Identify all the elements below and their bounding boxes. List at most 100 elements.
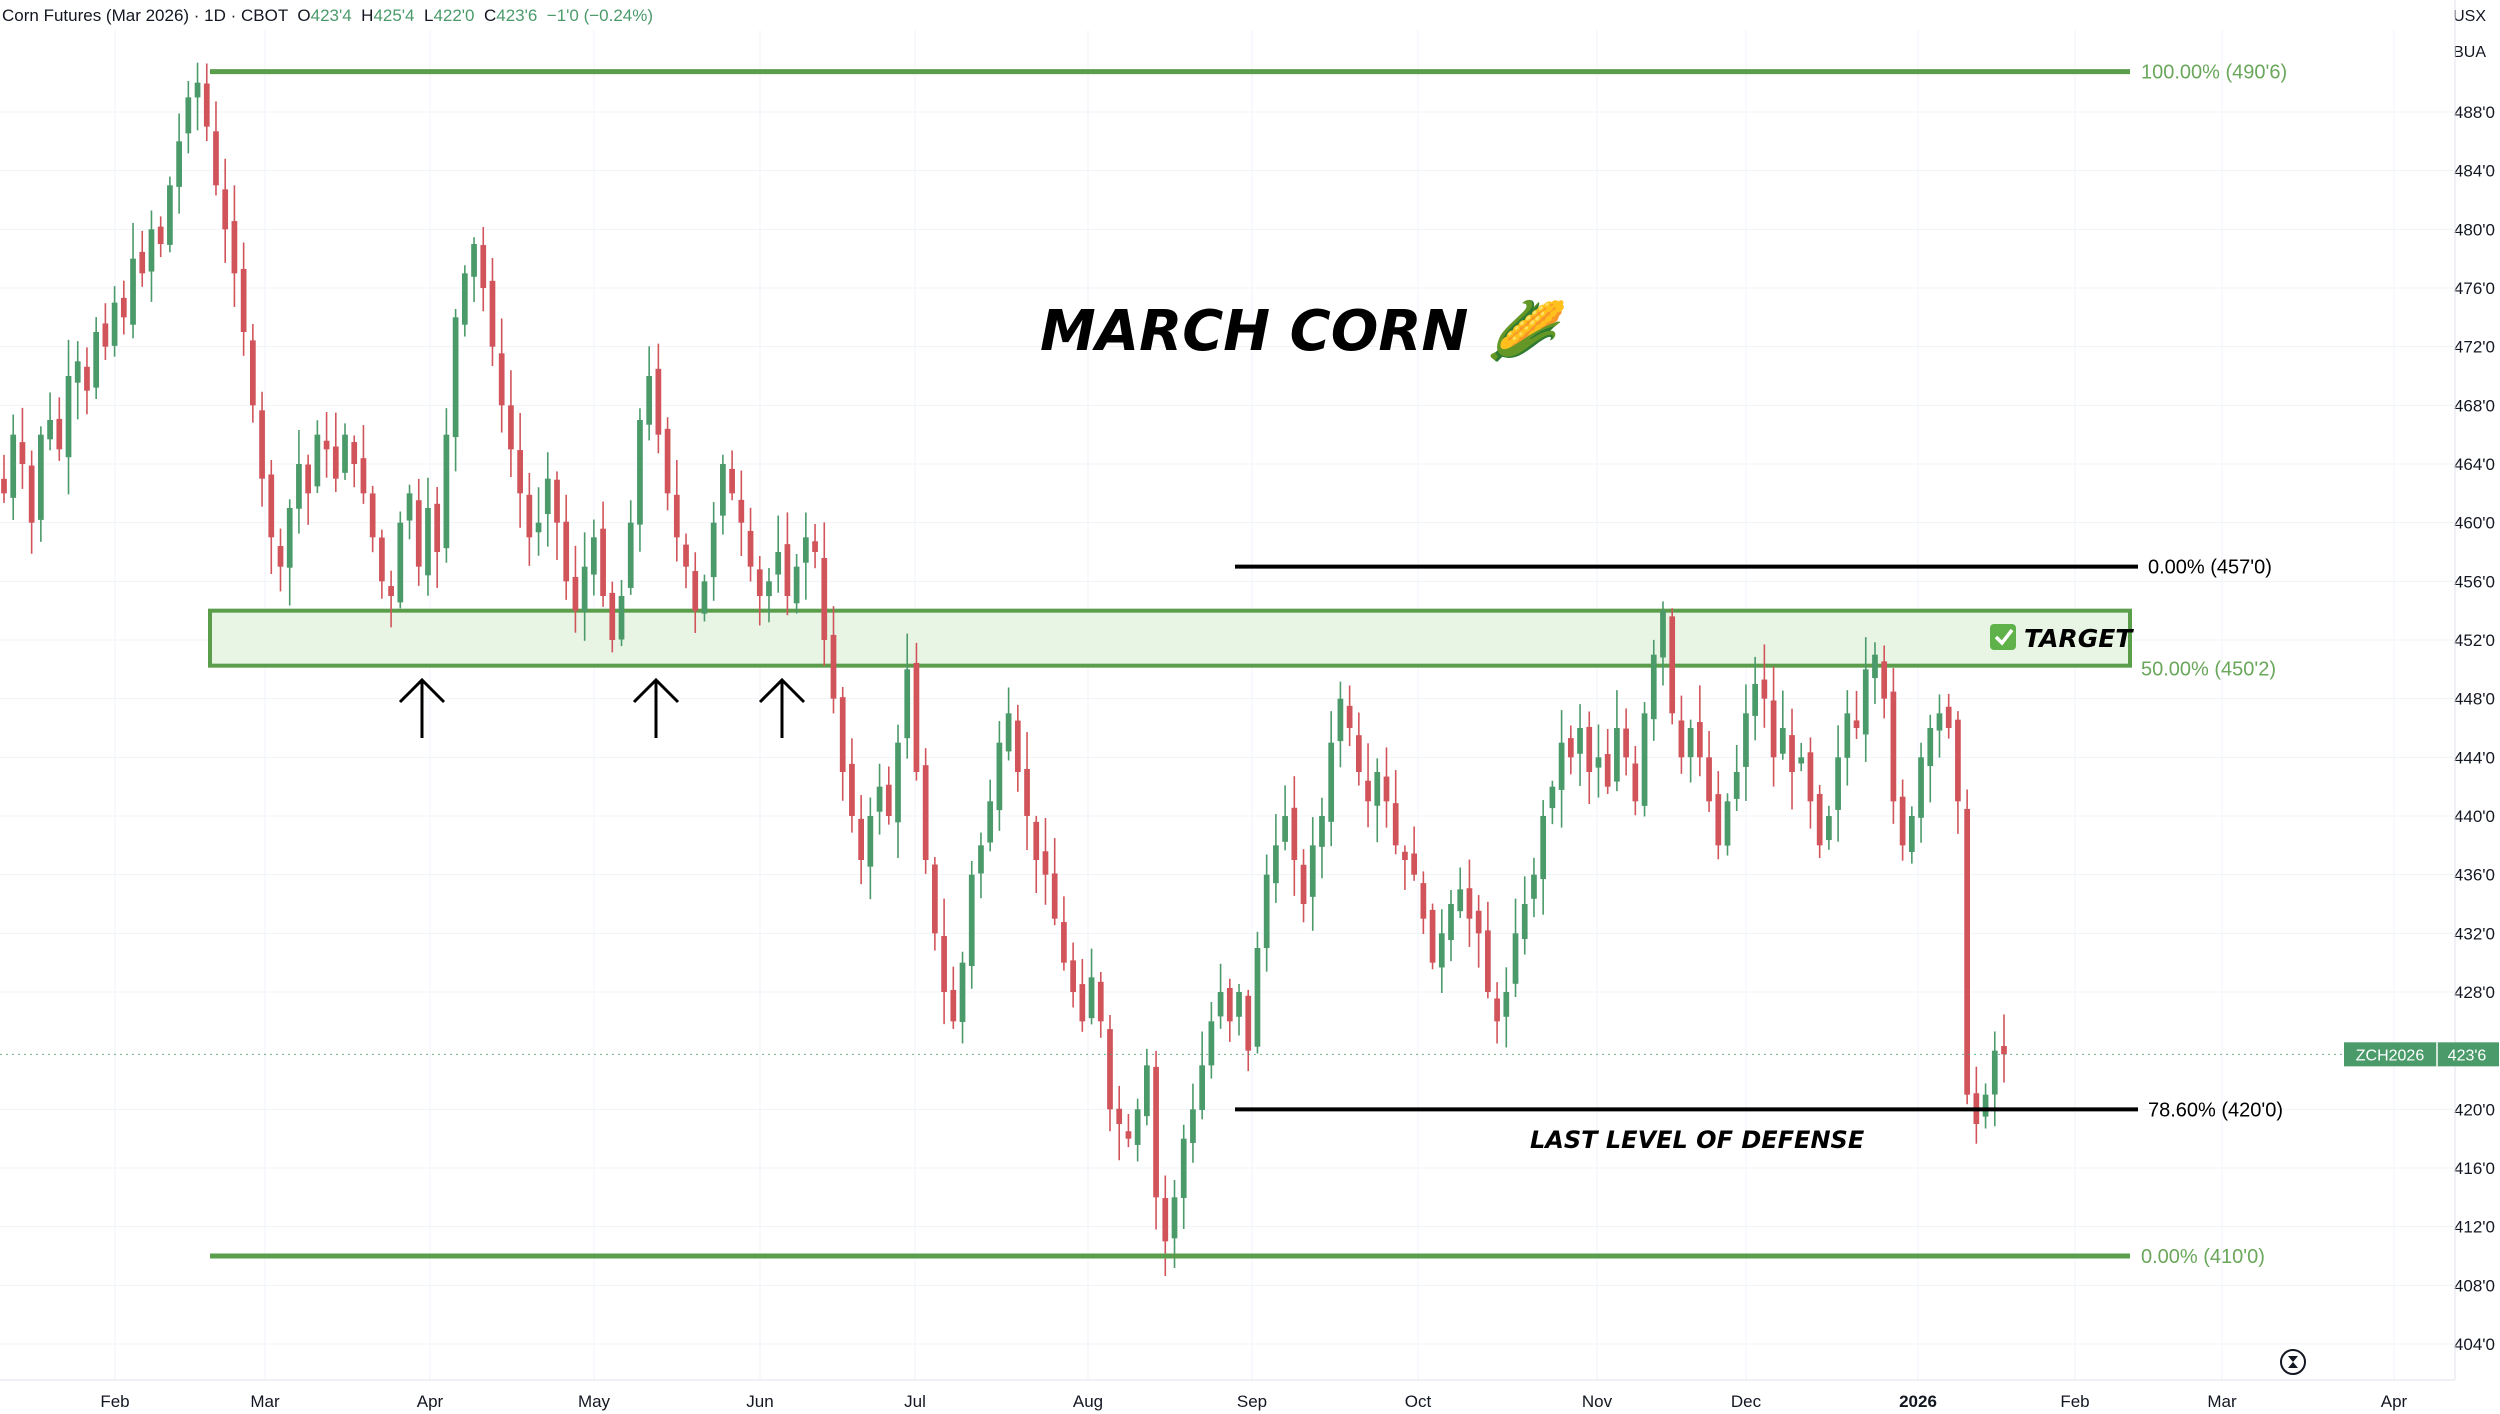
candle — [342, 423, 348, 480]
candle-body — [1752, 684, 1759, 716]
candle-body — [305, 464, 312, 494]
clock-icon[interactable] — [2280, 1349, 2306, 1375]
support-arrow-icon — [632, 677, 680, 738]
candle — [673, 460, 680, 562]
y-tick-label: 488'0 — [2454, 103, 2495, 122]
candle — [1282, 785, 1288, 851]
candle-body — [895, 742, 901, 823]
candle-body — [415, 500, 422, 567]
fib-label: 100.00% (490'6) — [2141, 62, 2287, 84]
currency-unit[interactable]: USX — [2453, 8, 2486, 25]
candle — [1531, 857, 1537, 918]
x-tick-label: 2026 — [1899, 1392, 1937, 1411]
quantity-unit[interactable]: BUA — [2453, 44, 2486, 61]
candle-body — [1936, 713, 1943, 731]
candle-body — [1835, 757, 1841, 810]
candle-body — [729, 468, 735, 494]
candle-body — [120, 297, 127, 318]
candle — [554, 471, 560, 560]
candle — [1687, 719, 1694, 783]
candle — [1365, 743, 1371, 828]
candle-body — [1945, 706, 1952, 728]
candle-body — [812, 541, 818, 552]
candle-body — [1319, 816, 1325, 847]
candle-body — [1309, 845, 1316, 897]
candle-body — [885, 784, 892, 816]
candle-body — [1991, 1050, 1998, 1095]
candle — [461, 265, 468, 337]
candle-body — [968, 874, 975, 967]
candle — [572, 545, 579, 633]
candle — [1061, 896, 1067, 971]
candle — [148, 210, 155, 302]
candle — [286, 499, 293, 606]
candle — [1162, 1175, 1169, 1276]
candle-body — [1964, 808, 1970, 1095]
candle-body — [1512, 933, 1519, 984]
candle — [637, 408, 643, 552]
candle — [646, 346, 653, 441]
candle-body — [461, 273, 468, 325]
candle-body — [1144, 1065, 1150, 1117]
x-tick-label: May — [578, 1392, 611, 1411]
candle-body — [1641, 713, 1648, 806]
candle — [950, 966, 957, 1029]
candle-body — [720, 464, 726, 516]
candle — [959, 951, 966, 1044]
candle-body — [1890, 691, 1897, 802]
candle — [111, 286, 118, 357]
candle-body — [19, 442, 26, 464]
candle-body — [618, 596, 625, 640]
candle — [1595, 724, 1602, 798]
candle-body — [1254, 948, 1261, 1047]
candle-body — [1687, 728, 1694, 758]
candle — [277, 528, 284, 592]
candle — [1411, 826, 1417, 881]
candle — [28, 450, 35, 554]
x-tick-label: Dec — [1731, 1392, 1762, 1411]
candle-body — [1328, 742, 1335, 822]
candle-body — [56, 418, 63, 450]
candle-body — [1743, 713, 1749, 767]
candle — [305, 454, 312, 525]
candle — [1835, 725, 1841, 842]
candle — [1070, 942, 1076, 1008]
candle — [314, 420, 321, 494]
candle-body — [1927, 728, 1934, 767]
candle-body — [1208, 1021, 1215, 1066]
candle — [259, 391, 265, 507]
y-tick-label: 444'0 — [2454, 748, 2495, 767]
candle — [130, 222, 136, 339]
y-axis: 488'0 484'0 480'0 476'0 472'0 468'0 464'0 460'0… — [2344, 0, 2499, 1380]
candle — [876, 763, 883, 835]
candle-body — [1807, 752, 1814, 802]
candle-body — [1300, 864, 1307, 904]
candle-body — [1051, 873, 1058, 919]
candle-body — [10, 434, 17, 498]
candle — [1918, 742, 1924, 843]
candle-body — [397, 522, 404, 603]
candle — [591, 519, 597, 596]
candle — [683, 533, 689, 589]
candle-body — [1024, 768, 1030, 816]
candle — [102, 303, 109, 361]
candle — [968, 860, 975, 989]
candle — [1577, 704, 1583, 786]
candle — [1125, 1113, 1132, 1148]
candle — [1355, 712, 1362, 786]
candle — [812, 524, 818, 569]
candle — [1337, 681, 1344, 768]
candle — [609, 581, 616, 653]
candle — [1623, 708, 1629, 776]
x-tick-label: Apr — [2381, 1392, 2408, 1411]
clock-glass — [2288, 1356, 2298, 1368]
candle-body — [130, 258, 136, 325]
price-tag-bg — [2344, 1042, 2499, 1067]
candle — [296, 429, 302, 534]
x-tick-label: Jul — [904, 1392, 926, 1411]
fib-label: 78.60% (420'0) — [2148, 1099, 2283, 1121]
x-tick-label: Mar — [250, 1392, 280, 1411]
candle — [1899, 779, 1906, 861]
candle — [517, 412, 523, 528]
